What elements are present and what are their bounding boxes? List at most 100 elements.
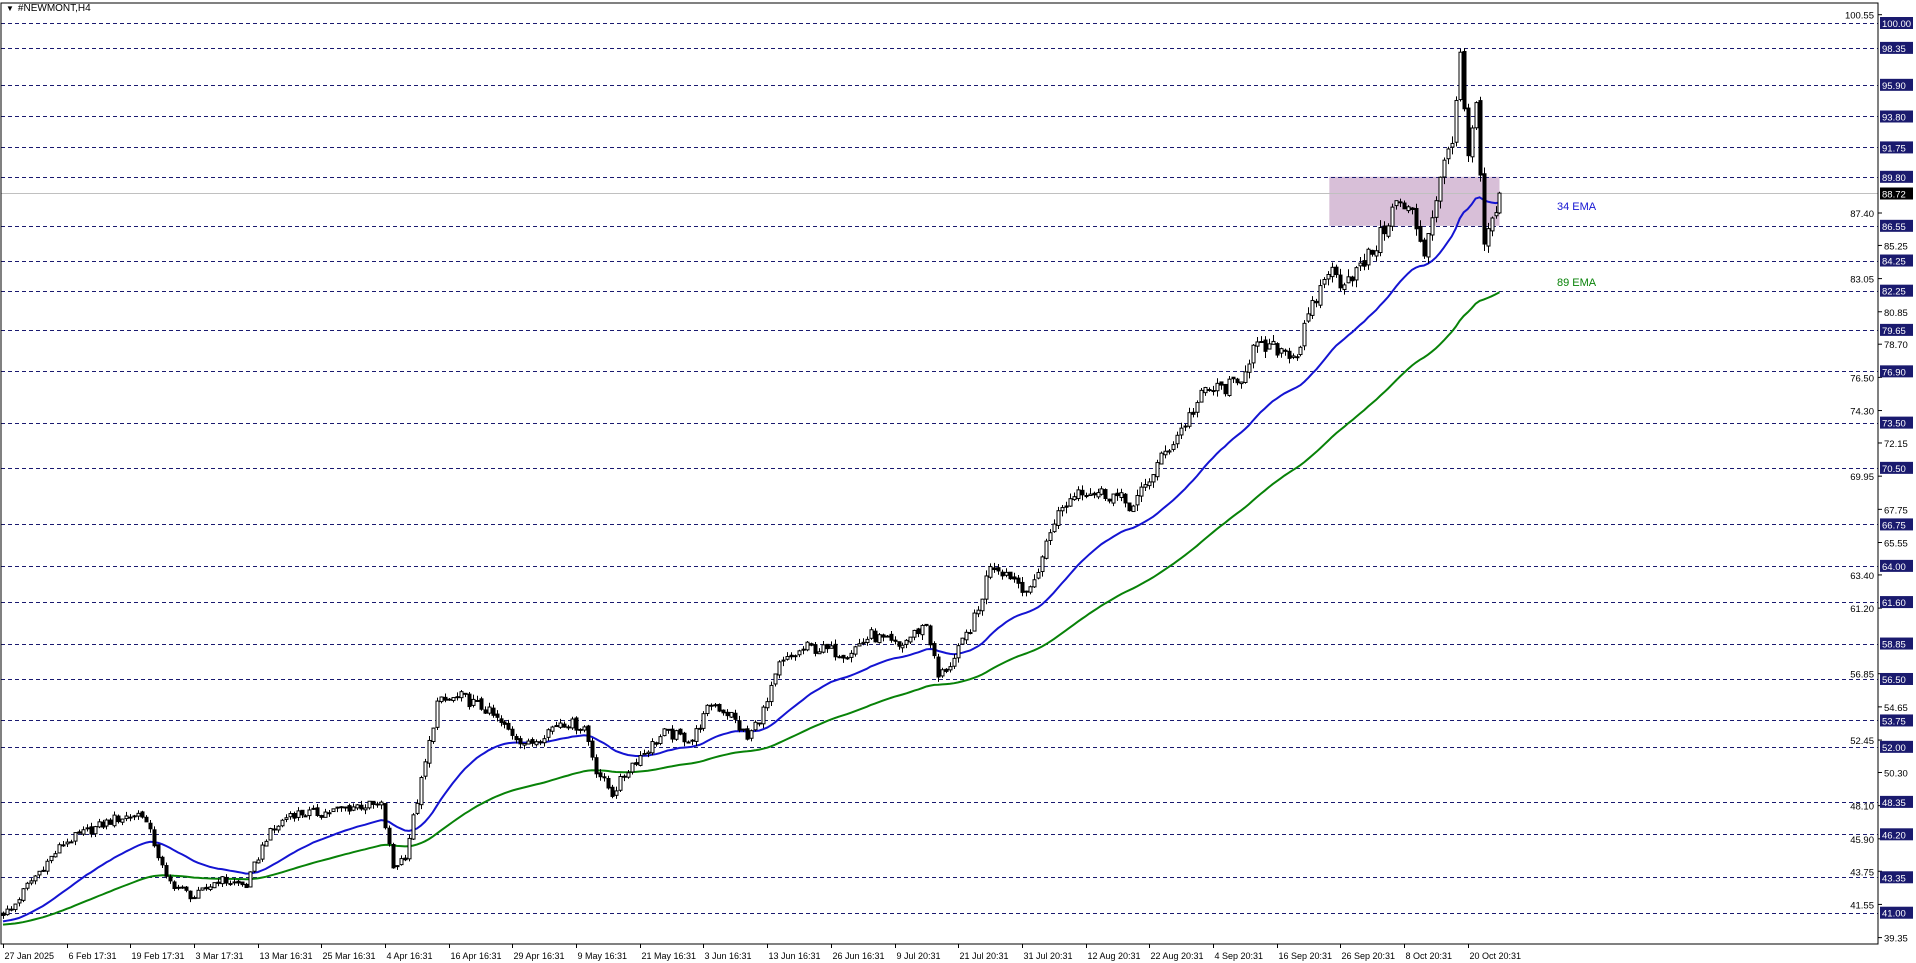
candle <box>256 857 261 864</box>
candle <box>666 728 671 734</box>
chart-frame <box>0 2 1879 945</box>
bull-candle-body <box>757 722 762 725</box>
candle <box>837 654 842 659</box>
candle <box>825 643 830 653</box>
bull-candle-body <box>1378 227 1383 254</box>
level-price-tag <box>1880 672 1913 685</box>
candle <box>654 741 659 747</box>
candle <box>180 885 185 889</box>
candle <box>248 871 253 888</box>
bear-candle-body <box>236 880 241 884</box>
candle <box>781 656 786 667</box>
candle <box>1378 220 1383 257</box>
candle <box>1147 478 1152 490</box>
candle <box>550 725 555 735</box>
candle <box>602 773 607 782</box>
candle <box>276 825 281 833</box>
bear-candle-body <box>845 657 850 660</box>
triangle-down-icon[interactable]: ▼ <box>6 4 14 13</box>
bull-candle-body <box>264 840 269 847</box>
candle <box>1306 307 1311 323</box>
bear-candle-body <box>1191 411 1196 415</box>
candle <box>1040 555 1045 577</box>
bear-candle-body <box>725 711 730 717</box>
candle <box>1263 336 1268 358</box>
bull-candle-body <box>1227 378 1232 397</box>
candle <box>1418 220 1423 243</box>
x-tick-label: 29 Apr 16:31 <box>514 951 565 961</box>
bull-candle-body <box>351 806 356 811</box>
level-price-tag <box>1880 906 1913 919</box>
candle <box>323 808 328 818</box>
bull-candle-body <box>1147 481 1152 487</box>
candle <box>85 824 90 832</box>
bear-candle-body <box>1016 577 1021 584</box>
candle <box>1402 200 1407 210</box>
candle <box>1016 575 1021 589</box>
candle <box>606 775 611 790</box>
candle <box>1000 569 1005 580</box>
candle <box>956 643 961 663</box>
bear-candle-body <box>224 876 229 884</box>
bull-candle-body <box>176 886 181 889</box>
bull-candle-body <box>1247 363 1252 373</box>
candle <box>467 692 472 710</box>
candle <box>244 882 249 889</box>
level-price-label: 98.35 <box>1882 44 1906 55</box>
candle <box>733 709 738 724</box>
bear-candle-body <box>1370 249 1375 255</box>
candle <box>1107 498 1112 504</box>
candle <box>885 635 890 638</box>
symbol-title: #NEWMONT,H4 <box>17 3 91 14</box>
candle <box>37 870 42 879</box>
x-tick-label: 26 Sep 20:31 <box>1342 951 1396 961</box>
candle <box>319 814 324 820</box>
bull-candle-body <box>1187 412 1192 427</box>
candle <box>1406 205 1411 214</box>
candle <box>881 633 886 642</box>
bear-candle-body <box>1207 389 1212 392</box>
bull-candle-body <box>984 575 989 600</box>
candle <box>1155 459 1160 481</box>
bull-candle-body <box>821 644 826 653</box>
bull-candle-body <box>956 645 961 659</box>
bear-candle-body <box>1000 571 1005 577</box>
candle <box>646 750 651 758</box>
candle <box>1478 96 1483 182</box>
bull-candle-body <box>1068 498 1073 507</box>
bear-candle-body <box>387 827 392 845</box>
bull-candle-body <box>666 728 671 731</box>
chart-title[interactable]: ▼ #NEWMONT,H4 <box>6 3 91 14</box>
bull-candle-body <box>924 623 929 626</box>
bull-candle-body <box>1119 492 1124 499</box>
bull-candle-body <box>1497 192 1502 214</box>
bull-candle-body <box>869 629 874 639</box>
candle <box>355 803 360 811</box>
candle <box>745 725 750 741</box>
x-tick-label: 26 Jun 16:31 <box>833 951 885 961</box>
candle <box>622 774 627 782</box>
candle <box>694 725 699 747</box>
candle <box>725 709 730 720</box>
bear-candle-body <box>514 736 519 741</box>
bear-candle-body <box>391 843 396 869</box>
bull-candle-body <box>546 729 551 738</box>
x-tick-label: 13 Jun 16:31 <box>769 951 821 961</box>
candle <box>1450 136 1455 155</box>
ema-34-label: 34 EMA <box>1557 201 1597 213</box>
bear-candle-body <box>292 812 297 819</box>
candle <box>347 803 352 815</box>
x-tick-label: 8 Oct 20:31 <box>1406 951 1453 961</box>
bull-candle-body <box>972 612 977 632</box>
bull-candle-body <box>343 806 348 809</box>
bear-candle-body <box>530 739 535 744</box>
candle <box>240 881 245 887</box>
candle <box>152 826 157 848</box>
bull-candle-body <box>865 638 870 643</box>
level-price-tag <box>1880 871 1913 884</box>
candle <box>574 716 579 735</box>
bear-candle-body <box>634 762 639 765</box>
bear-candle-body <box>140 811 145 818</box>
candle <box>598 769 603 781</box>
